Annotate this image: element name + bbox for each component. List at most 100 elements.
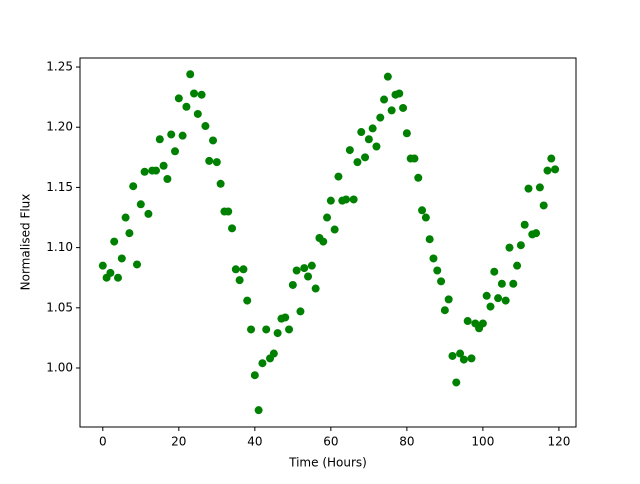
data-point [421, 213, 430, 222]
data-point [334, 172, 343, 181]
data-point [292, 266, 301, 275]
data-point [231, 265, 240, 274]
data-point [497, 279, 506, 288]
data-point [205, 156, 214, 165]
x-tick-label: 0 [99, 435, 107, 449]
data-point [171, 147, 180, 156]
data-point [209, 136, 218, 145]
data-point [136, 200, 145, 209]
data-point [152, 166, 161, 175]
data-point [319, 237, 328, 246]
data-point [269, 349, 278, 358]
data-point [452, 378, 461, 387]
data-point [444, 295, 453, 304]
data-point [410, 154, 419, 163]
y-tick-label: 1.15 [46, 180, 73, 194]
data-point [250, 371, 259, 380]
data-point [197, 90, 206, 99]
x-tick-label: 40 [247, 435, 262, 449]
data-point [155, 135, 164, 144]
data-point [516, 241, 525, 250]
data-point [243, 296, 252, 305]
data-point [106, 268, 115, 277]
data-point [532, 229, 541, 238]
data-point [425, 235, 434, 244]
data-point [395, 89, 404, 98]
data-point [418, 206, 427, 215]
data-point [535, 183, 544, 192]
data-point [342, 195, 351, 204]
data-point [178, 131, 187, 140]
data-point [440, 306, 449, 315]
plot-frame [79, 57, 577, 428]
x-axis-label: Time (Hours) [288, 456, 367, 470]
data-point [110, 237, 119, 246]
data-point [380, 95, 389, 104]
data-point [144, 209, 153, 218]
data-point [186, 70, 195, 79]
data-point [399, 103, 408, 112]
data-point [163, 174, 172, 183]
data-point [304, 272, 313, 281]
data-point [326, 196, 335, 205]
data-point [357, 128, 366, 137]
data-point [494, 294, 503, 303]
data-point [345, 146, 354, 155]
data-point [376, 113, 385, 122]
data-point [258, 359, 267, 368]
data-point [228, 224, 237, 233]
data-point [311, 284, 320, 293]
data-point [281, 313, 290, 322]
x-tick-label: 20 [171, 435, 186, 449]
data-point [513, 261, 522, 270]
data-point [296, 307, 305, 316]
data-point [505, 243, 514, 252]
data-point [224, 207, 233, 216]
data-point [364, 135, 373, 144]
data-point [239, 265, 248, 274]
data-point [129, 182, 138, 191]
data-point [159, 161, 168, 170]
data-point [212, 158, 221, 167]
data-point [463, 317, 472, 326]
data-point [353, 158, 362, 167]
data-point [114, 273, 123, 282]
data-point [262, 325, 271, 334]
data-point [133, 260, 142, 269]
data-point [361, 153, 370, 162]
data-point [247, 325, 256, 334]
y-axis-label: Normalised Flux [19, 194, 33, 291]
data-point [547, 154, 556, 163]
x-tick-label: 80 [399, 435, 414, 449]
y-tick-label: 1.00 [46, 361, 73, 375]
data-point [349, 195, 358, 204]
data-point [402, 129, 411, 138]
y-tick-label: 1.20 [46, 120, 73, 134]
data-point [437, 277, 446, 286]
x-tick-label: 100 [471, 435, 494, 449]
data-point [501, 296, 510, 305]
data-point [429, 254, 438, 263]
x-tick-label: 60 [323, 435, 338, 449]
data-point [300, 264, 309, 273]
data-point [216, 179, 225, 188]
data-point [235, 276, 244, 285]
data-point [117, 254, 126, 263]
data-point [383, 72, 392, 81]
data-point [490, 267, 499, 276]
data-point [414, 173, 423, 182]
data-point [456, 349, 465, 358]
data-point [307, 261, 316, 270]
data-point [524, 184, 533, 193]
data-point [125, 229, 134, 238]
data-point [201, 122, 210, 131]
data-point [467, 354, 476, 363]
data-point [539, 201, 548, 210]
y-tick-label: 1.10 [46, 240, 73, 254]
data-point [98, 261, 107, 270]
data-point [273, 329, 282, 338]
data-point [174, 94, 183, 103]
data-point [368, 124, 377, 133]
